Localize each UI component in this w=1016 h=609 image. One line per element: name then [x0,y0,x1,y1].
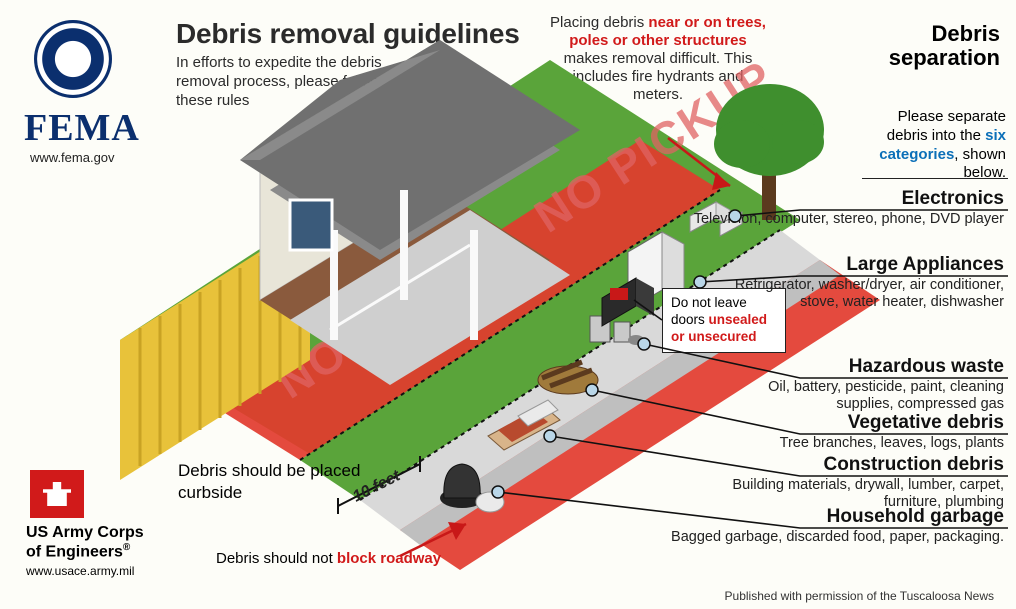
footer-credit: Published with permission of the Tuscalo… [725,589,994,603]
leader-lines [0,0,1016,609]
